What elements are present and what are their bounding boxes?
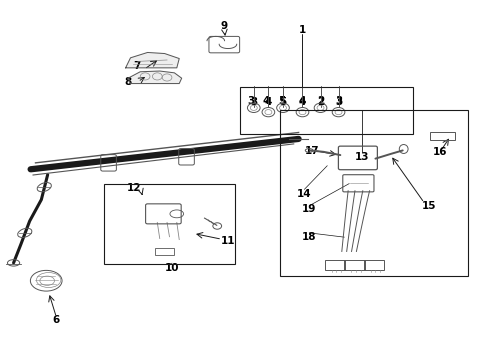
Text: 10: 10 bbox=[165, 262, 179, 273]
Bar bbox=[104, 184, 235, 264]
Polygon shape bbox=[125, 53, 179, 68]
Text: 13: 13 bbox=[355, 152, 369, 162]
Text: 2: 2 bbox=[317, 96, 324, 107]
Text: 3: 3 bbox=[250, 97, 257, 107]
Bar bbox=[364, 260, 384, 270]
Text: 1: 1 bbox=[299, 25, 306, 35]
Text: 5: 5 bbox=[279, 97, 287, 107]
Text: 4: 4 bbox=[299, 96, 306, 107]
Text: 4: 4 bbox=[262, 96, 270, 107]
Text: 16: 16 bbox=[433, 147, 447, 157]
Bar bbox=[430, 132, 456, 140]
Text: 9: 9 bbox=[221, 21, 228, 31]
Text: 2: 2 bbox=[317, 97, 324, 107]
Bar bbox=[325, 260, 345, 270]
Text: 3: 3 bbox=[247, 96, 254, 107]
Text: 18: 18 bbox=[302, 232, 317, 242]
Text: 5: 5 bbox=[278, 96, 285, 107]
Text: 7: 7 bbox=[133, 61, 141, 71]
Bar bbox=[240, 87, 413, 134]
Text: 15: 15 bbox=[422, 201, 437, 211]
Text: 3: 3 bbox=[335, 97, 342, 107]
Text: 12: 12 bbox=[126, 183, 141, 193]
Text: 6: 6 bbox=[53, 315, 60, 325]
Text: 4: 4 bbox=[265, 97, 272, 107]
Text: 8: 8 bbox=[124, 77, 132, 87]
Text: 14: 14 bbox=[297, 189, 312, 199]
Text: 17: 17 bbox=[305, 146, 319, 156]
Text: 19: 19 bbox=[302, 204, 317, 214]
Bar bbox=[155, 248, 174, 255]
Text: 4: 4 bbox=[299, 97, 306, 107]
Text: 3: 3 bbox=[335, 96, 342, 107]
Text: 11: 11 bbox=[220, 236, 235, 246]
Polygon shape bbox=[128, 71, 182, 84]
Bar bbox=[280, 111, 467, 276]
Bar bbox=[344, 260, 365, 270]
